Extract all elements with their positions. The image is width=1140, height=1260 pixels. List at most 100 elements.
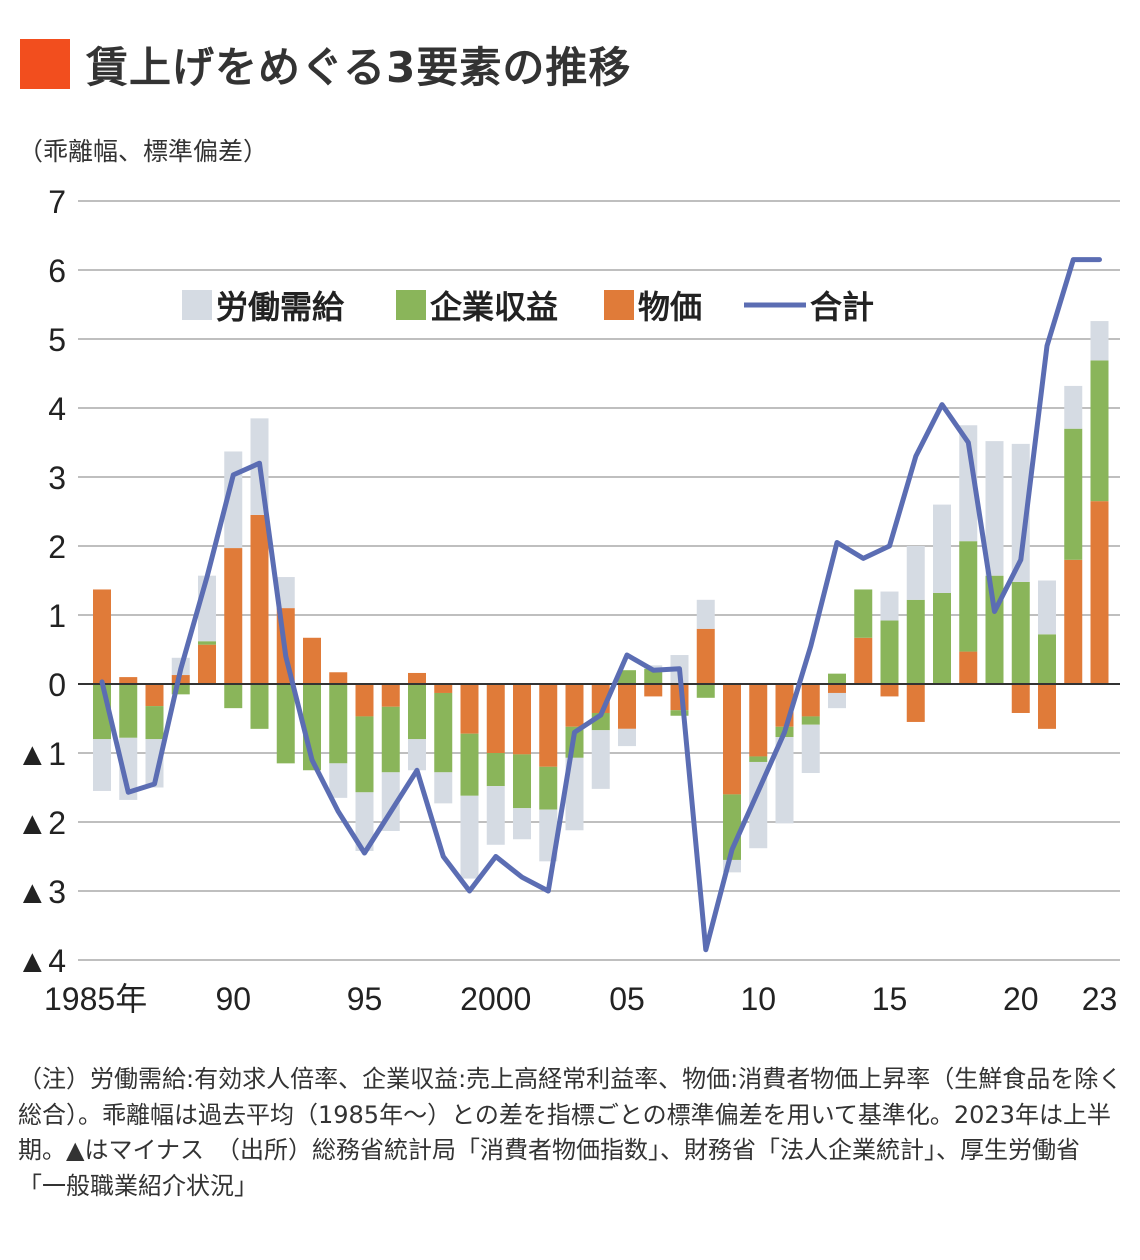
- bar-price: [224, 548, 243, 684]
- y-axis-unit-label: （乖離幅、標準偏差）: [18, 137, 269, 166]
- bar-profit: [749, 756, 768, 762]
- bar-price: [959, 651, 978, 684]
- bar-price: [329, 672, 348, 684]
- bar-price: [696, 628, 715, 684]
- bar-price: [381, 684, 400, 707]
- y-tick-label: 6: [48, 253, 66, 289]
- bar-profit: [985, 575, 1004, 684]
- bar-profit: [145, 706, 164, 740]
- legend-profit-label: 企業収益: [430, 288, 558, 326]
- legend-price-label: 物価: [638, 288, 702, 326]
- bar-labor: [880, 591, 899, 621]
- legend-labor-label: 労働需給: [216, 288, 345, 326]
- legend-profit-swatch: [396, 290, 426, 320]
- bar-labor: [801, 724, 820, 774]
- bar-price: [119, 677, 138, 684]
- bar-labor: [1090, 321, 1109, 361]
- bar-profit: [828, 673, 846, 684]
- bar-profit: [1064, 428, 1083, 560]
- source-note: （注）労働需給:有効求人倍率、企業収益:売上高経常利益率、物価:消費者物価上昇率…: [18, 1065, 1123, 1200]
- bar-profit: [696, 684, 715, 698]
- y-tick-label: ▲1: [17, 736, 66, 772]
- bar-price: [906, 684, 925, 722]
- x-tick-label: 20: [1003, 981, 1039, 1017]
- bar-labor: [775, 737, 794, 824]
- bar-price: [1011, 684, 1030, 713]
- x-tick-label: 90: [215, 981, 251, 1017]
- bar-price: [723, 684, 741, 795]
- bar-price: [1090, 501, 1109, 684]
- bar-profit: [959, 541, 978, 652]
- bar-labor: [93, 739, 111, 791]
- bar-profit: [198, 641, 216, 645]
- bar-labor: [1011, 443, 1030, 582]
- bar-price: [1038, 684, 1056, 729]
- bar-price: [93, 589, 111, 684]
- bars: [93, 321, 1109, 879]
- bar-profit: [670, 710, 689, 716]
- bar-price: [828, 684, 846, 693]
- y-tick-label: ▲2: [17, 805, 66, 841]
- bar-profit: [381, 706, 400, 773]
- bar-price: [749, 684, 768, 757]
- bar-price: [1064, 559, 1083, 684]
- bar-price: [854, 637, 873, 684]
- bar-profit: [171, 684, 190, 695]
- y-tick-label: 2: [48, 529, 66, 565]
- legend-total-label: 合計: [810, 288, 874, 326]
- bar-labor: [618, 728, 636, 747]
- bar-profit: [1011, 581, 1030, 684]
- line-total: [99, 257, 1102, 953]
- bar-labor: [828, 692, 846, 709]
- bar-profit: [1038, 634, 1056, 684]
- bar-price: [539, 684, 558, 767]
- bar-labor: [539, 809, 558, 862]
- bar-labor: [329, 763, 348, 798]
- bar-price: [565, 684, 584, 727]
- bar-price: [460, 684, 479, 734]
- bar-labor: [644, 665, 663, 669]
- bar-profit: [880, 620, 899, 684]
- bar-profit: [618, 670, 636, 684]
- bar-labor: [408, 739, 426, 771]
- x-tick-label: 23: [1082, 981, 1118, 1017]
- bar-profit: [854, 589, 873, 638]
- bar-labor: [276, 577, 295, 609]
- bar-profit: [486, 753, 505, 787]
- bar-price: [644, 684, 663, 697]
- legend-labor-swatch: [182, 290, 212, 320]
- bar-profit: [460, 733, 479, 796]
- bar-labor: [486, 786, 505, 845]
- bar-price: [408, 672, 426, 684]
- bar-labor: [1038, 580, 1056, 635]
- bar-price: [880, 684, 899, 697]
- x-tick-label: 05: [609, 981, 645, 1017]
- bar-price: [198, 644, 216, 684]
- bar-profit: [250, 684, 269, 729]
- bar-labor: [565, 757, 584, 831]
- bar-labor: [959, 425, 978, 542]
- y-tick-label: 7: [48, 184, 66, 220]
- bar-labor: [513, 808, 531, 840]
- bar-profit: [276, 684, 295, 764]
- y-tick-label: 5: [48, 322, 66, 358]
- bar-profit: [644, 668, 663, 684]
- bar-profit: [539, 766, 558, 810]
- x-tick-label: 1985年: [44, 981, 147, 1017]
- bar-profit: [434, 692, 453, 773]
- y-tick-label: ▲4: [17, 943, 66, 979]
- x-tick-label: 95: [347, 981, 383, 1017]
- bar-price: [618, 684, 636, 729]
- bar-profit: [1090, 360, 1109, 502]
- bar-labor: [355, 792, 374, 851]
- bar-profit: [801, 716, 820, 725]
- bar-labor: [460, 795, 479, 879]
- bar-labor: [591, 730, 610, 789]
- bar-labor: [696, 599, 715, 629]
- x-tick-label: 2000: [460, 981, 531, 1017]
- x-tick-label: 15: [872, 981, 908, 1017]
- bar-price: [250, 514, 269, 684]
- bar-profit: [329, 684, 348, 764]
- bar-labor: [434, 772, 453, 804]
